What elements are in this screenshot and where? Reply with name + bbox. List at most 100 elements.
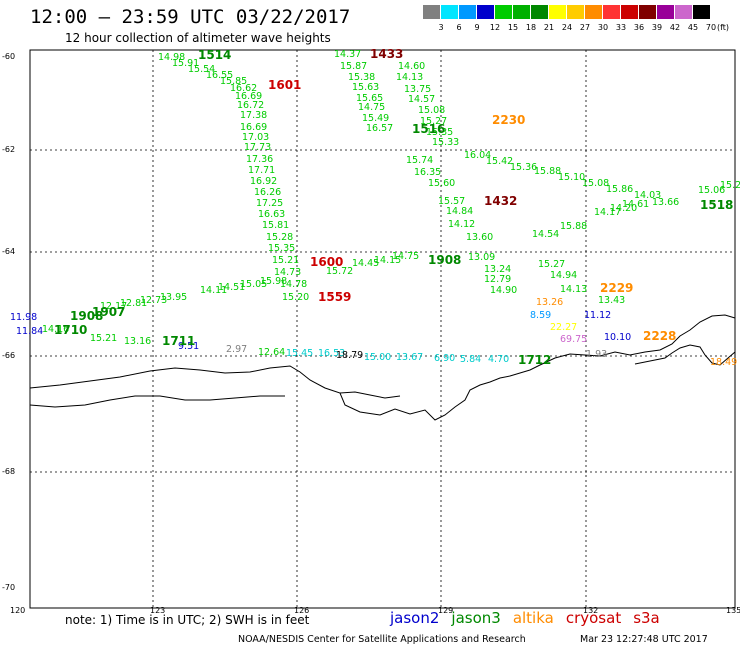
track-2230: 16.0415.4215.3615.8815.1015.0815.8614.03… (464, 113, 679, 306)
colorbar-swatch (459, 5, 476, 19)
wave-height-value: 13.16 (124, 336, 151, 347)
pass-time-label: 2229 (600, 281, 633, 295)
colorbar-label: 42 (669, 23, 681, 32)
footer-timestamp: Mar 23 12:27:48 UTC 2017 (580, 634, 708, 645)
wave-height-value: 16.69 (235, 91, 262, 102)
wave-height-value: 15.2 (720, 180, 740, 191)
wave-height-value: 14.75 (358, 102, 385, 113)
wave-height-value: 14.57 (408, 94, 435, 105)
wave-height-value: 11.98 (10, 312, 37, 323)
pass-time-label: 2228 (643, 329, 676, 343)
colorbar-swatch (603, 5, 620, 19)
graticule (30, 50, 735, 608)
colorbar-swatch (423, 5, 440, 19)
colorbar-swatch (513, 5, 530, 19)
antarctic-coastline (29, 314, 736, 421)
wave-height-value: 22.27 (550, 322, 577, 333)
wave-height-value: 8.59 (530, 310, 551, 321)
wave-height-value: 13.09 (468, 252, 495, 263)
wave-height-value: 15.28 (266, 232, 293, 243)
wave-height-value: 16.55 (206, 70, 233, 81)
wave-height-value: 4.70 (488, 354, 509, 365)
colorbar-swatch (639, 5, 656, 19)
lon-tick-label: 126 (294, 606, 309, 615)
wave-height-value: 15.35 (426, 127, 453, 138)
wave-height-value: 14.61 (622, 199, 649, 210)
wave-height-value: 14.90 (490, 285, 517, 296)
wave-height-value: 15.57 (438, 196, 465, 207)
colorbar-label: 6 (456, 23, 462, 32)
colorbar-label: 24 (561, 23, 573, 32)
wave-height-value: 15.27 (420, 116, 447, 127)
wave-height-value: 15.21 (272, 255, 299, 266)
legend-altika: altika (512, 609, 554, 627)
wave-height-value: 14.03 (634, 190, 661, 201)
wave-height-value: 16.53 (318, 348, 345, 359)
colorbar-label: 27 (579, 23, 591, 32)
wave-height-value: 16.72 (237, 100, 264, 111)
wave-height-value: 13.26 (536, 297, 563, 308)
pass-time-label: 1518 (700, 198, 733, 212)
wave-height-value: 14.45 (352, 258, 379, 269)
pass-time-label: 1908 (70, 309, 103, 323)
wave-height-value: 14.16 (42, 324, 69, 335)
wave-height-value: 15.91 (172, 58, 199, 69)
colorbar-swatch (567, 5, 584, 19)
legend-jason2: jason2 (390, 609, 440, 627)
wave-height-value: 17.25 (256, 198, 283, 209)
wave-height-value: 15.72 (326, 266, 353, 277)
lat-tick-label: -64 (2, 247, 15, 256)
pass-time-label: 1432 (484, 194, 517, 208)
legend-cryosat: cryosat (565, 609, 622, 627)
lon-tick-label: 120 (10, 606, 25, 615)
wave-height-value: 16.35 (414, 167, 441, 178)
lon-tick-label: 129 (438, 606, 453, 615)
wave-height-value: 15.87 (340, 61, 367, 72)
wave-height-value: 14.60 (398, 61, 425, 72)
wave-height-value: 13.60 (466, 232, 493, 243)
colorbar-swatch (693, 5, 710, 19)
wave-height-value: 15.35 (268, 243, 295, 254)
pass-time-label: 1514 (198, 48, 231, 62)
wave-height-value: 14.84 (446, 206, 473, 217)
colorbar-label: 39 (651, 23, 663, 32)
colorbar-label: 36 (633, 23, 645, 32)
wave-height-value: 15.88 (534, 166, 561, 177)
wave-height-value: 15.20 (282, 292, 309, 303)
lat-tick-label: -60 (2, 52, 15, 61)
lon-tick-label: 123 (150, 606, 165, 615)
colorbar-label: 12 (489, 23, 501, 32)
wave-height-value: 14.94 (550, 270, 577, 281)
colorbar-label: 21 (543, 23, 555, 32)
lat-tick-label: -66 (2, 351, 15, 360)
wave-height-value: 14.15 (374, 255, 401, 266)
pass-time-label: 1600 (310, 255, 343, 269)
map-frame (29, 49, 736, 609)
colorbar-swatch (621, 5, 638, 19)
wave-height-value: 15.10 (558, 172, 585, 183)
wave-height-value: 15.06 (698, 185, 725, 196)
wave-height-value: 13.95 (160, 292, 187, 303)
wave-height-value: 15.98 (260, 276, 287, 287)
wave-height-value: 15.00 (364, 352, 391, 363)
wave-height-value: 12.79 (484, 274, 511, 285)
colorbar-label: 30 (597, 23, 609, 32)
colorbar-unit: (ft) (716, 23, 730, 32)
wave-height-value: 14.12 (448, 219, 475, 230)
wave-height-value: 12.73 (140, 295, 167, 306)
wave-height-value: 13.24 (484, 264, 511, 275)
pass-time-label: 1559 (318, 290, 351, 304)
colorbar-label: 15 (507, 23, 519, 32)
legend-s3a: s3a (633, 609, 660, 627)
pass-time-label: 1712 (518, 353, 551, 367)
wave-height-value: 15.60 (428, 178, 455, 189)
wave-height-tracks: 14.9815.9115.5416.5515.8516.6216.6916.72… (10, 47, 740, 368)
colorbar-label: 33 (615, 23, 627, 32)
wave-height-value: 5.84 (460, 354, 481, 365)
colorbar-label: 45 (687, 23, 699, 32)
colorbar-label: 9 (474, 23, 480, 32)
wave-height-value: 13.43 (598, 295, 625, 306)
